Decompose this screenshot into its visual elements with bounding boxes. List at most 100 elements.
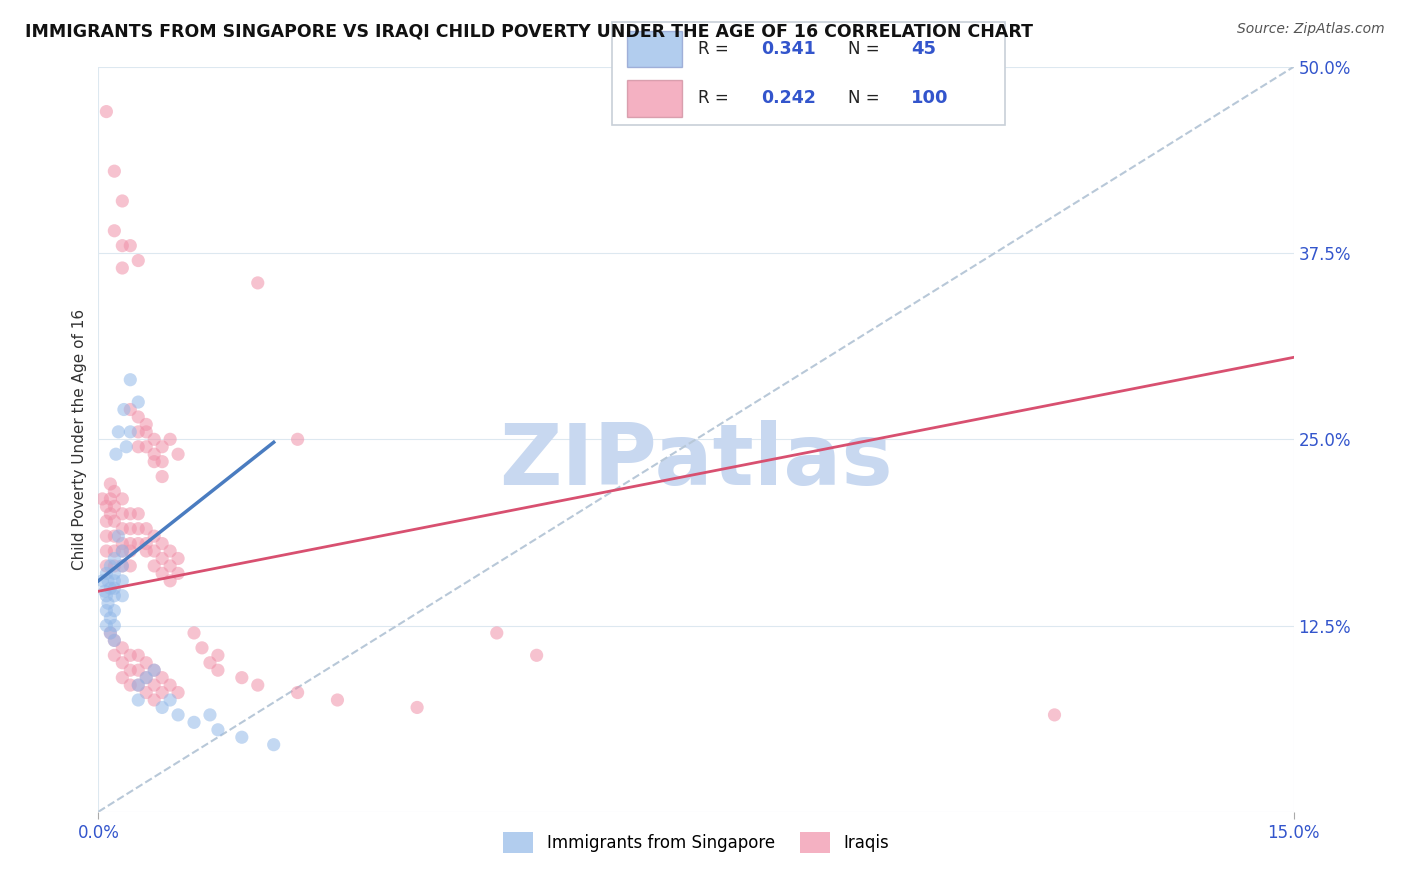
Point	[143, 663, 166, 677]
Point	[150, 536, 173, 550]
Point	[103, 589, 125, 603]
Point	[103, 648, 125, 663]
Point	[207, 723, 229, 737]
Point	[104, 447, 127, 461]
Point	[111, 544, 134, 558]
Point	[198, 656, 221, 670]
Point	[111, 194, 134, 208]
Point	[120, 544, 142, 558]
Point	[103, 574, 125, 588]
Text: R =: R =	[699, 89, 734, 107]
Point	[96, 566, 118, 581]
Point	[91, 491, 114, 506]
Point	[159, 558, 181, 573]
Point	[167, 685, 190, 699]
Point	[127, 440, 149, 454]
Point	[96, 104, 118, 119]
Point	[111, 491, 134, 506]
Point	[96, 514, 118, 528]
Point	[98, 507, 122, 521]
Point	[120, 425, 142, 439]
Point	[485, 626, 508, 640]
Text: 45: 45	[911, 40, 936, 58]
Point	[107, 529, 129, 543]
Text: R =: R =	[699, 40, 734, 58]
Point	[120, 663, 142, 677]
Point	[183, 715, 205, 730]
Point	[120, 558, 142, 573]
Point	[198, 707, 221, 722]
Text: IMMIGRANTS FROM SINGAPORE VS IRAQI CHILD POVERTY UNDER THE AGE OF 16 CORRELATION: IMMIGRANTS FROM SINGAPORE VS IRAQI CHILD…	[25, 22, 1033, 40]
Point	[287, 685, 309, 699]
Point	[112, 402, 135, 417]
Text: 0.341: 0.341	[761, 40, 815, 58]
Point	[111, 544, 134, 558]
Point	[111, 522, 134, 536]
Point	[120, 402, 142, 417]
Point	[120, 678, 142, 692]
FancyBboxPatch shape	[612, 22, 1005, 125]
Y-axis label: Child Poverty Under the Age of 16: Child Poverty Under the Age of 16	[72, 309, 87, 570]
Point	[526, 648, 548, 663]
Point	[150, 700, 173, 714]
Point	[107, 425, 129, 439]
Point	[96, 544, 118, 558]
Point	[231, 730, 253, 744]
Point	[98, 626, 122, 640]
Point	[135, 671, 157, 685]
Point	[143, 447, 166, 461]
Point	[167, 551, 190, 566]
Point	[150, 469, 173, 483]
Point	[111, 589, 134, 603]
Point	[143, 544, 166, 558]
Point	[135, 425, 157, 439]
Point	[120, 536, 142, 550]
Point	[115, 440, 138, 454]
Point	[127, 536, 149, 550]
Point	[127, 678, 149, 692]
Text: N =: N =	[848, 40, 884, 58]
Point	[143, 678, 166, 692]
Point	[120, 648, 142, 663]
Point	[103, 514, 125, 528]
Point	[103, 529, 125, 543]
Point	[246, 276, 269, 290]
Point	[207, 663, 229, 677]
Point	[103, 224, 125, 238]
Point	[143, 663, 166, 677]
Point	[246, 678, 269, 692]
Point	[120, 238, 142, 252]
Point	[96, 618, 118, 632]
Point	[103, 500, 125, 514]
Point	[167, 447, 190, 461]
Point	[111, 536, 134, 550]
Point	[1043, 707, 1066, 722]
Point	[135, 671, 157, 685]
Point	[96, 558, 118, 573]
Point	[111, 558, 134, 573]
Point	[103, 604, 125, 618]
Point	[98, 491, 122, 506]
Point	[127, 395, 149, 409]
Point	[111, 574, 134, 588]
Point	[183, 626, 205, 640]
Point	[111, 558, 134, 573]
Point	[143, 693, 166, 707]
Point	[143, 433, 166, 447]
Point	[103, 164, 125, 178]
Point	[127, 693, 149, 707]
Text: 100: 100	[911, 89, 948, 107]
Point	[91, 574, 114, 588]
Point	[103, 633, 125, 648]
Point	[103, 551, 125, 566]
Point	[120, 507, 142, 521]
Point	[135, 522, 157, 536]
Text: 0.242: 0.242	[761, 89, 815, 107]
Point	[135, 656, 157, 670]
Point	[98, 611, 122, 625]
FancyBboxPatch shape	[627, 30, 682, 68]
FancyBboxPatch shape	[627, 79, 682, 117]
Point	[263, 738, 285, 752]
Point	[127, 409, 149, 424]
Point	[96, 529, 118, 543]
